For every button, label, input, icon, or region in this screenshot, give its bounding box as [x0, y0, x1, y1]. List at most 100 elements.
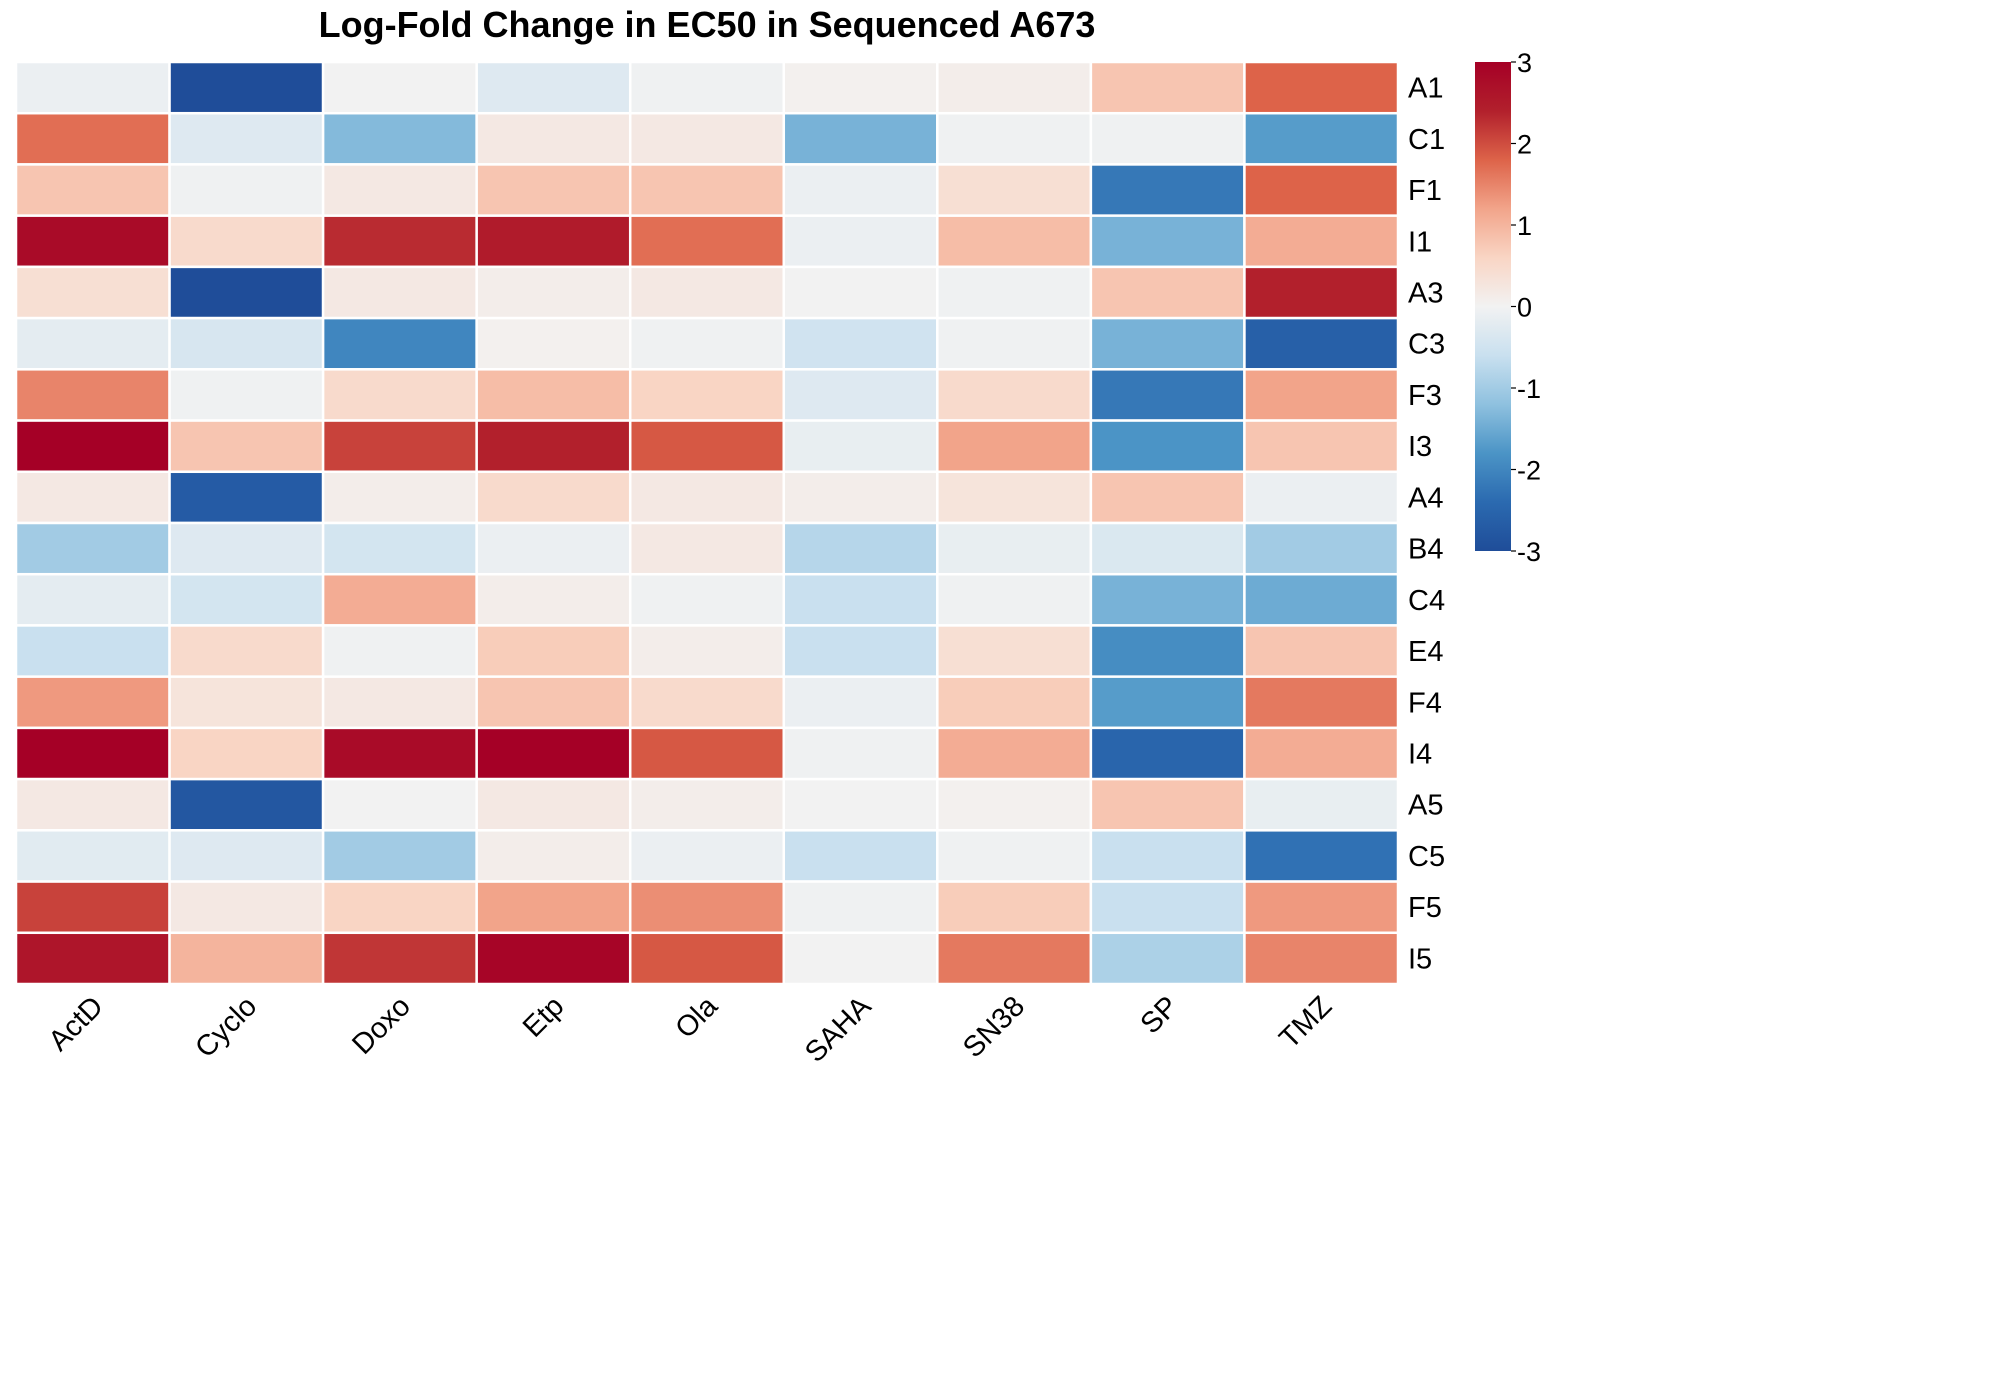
cell-c5-sp	[1089, 829, 1246, 883]
cell-f4-sp	[1089, 675, 1246, 730]
row-label-e4: E4	[1408, 636, 1443, 668]
cell-f3-etp	[475, 368, 632, 422]
cell-e4-ola	[628, 624, 786, 678]
row-label-a1: A1	[1408, 73, 1443, 105]
cell-i3-doxo	[321, 419, 478, 474]
cell-c1-ola	[628, 111, 786, 166]
column-labels: ActD Cyclo Doxo Etp Ola SAHA SN38 SP TMZ	[43, 990, 1339, 1069]
cell-c5-sn38	[936, 829, 1093, 883]
col-label-sn38: SN38	[957, 990, 1031, 1064]
cell-i1-sn38	[936, 214, 1093, 269]
cell-i5-sn38	[936, 931, 1093, 986]
cell-a3-sn38	[936, 265, 1093, 320]
row-label-a5: A5	[1408, 790, 1443, 822]
cell-c1-tmz	[1243, 111, 1400, 166]
row-label-c1: C1	[1408, 124, 1445, 156]
cell-i4-doxo	[321, 726, 478, 781]
cell-c5-ola	[628, 829, 786, 883]
cell-c3-etp	[475, 316, 632, 371]
cell-a5-saha	[782, 777, 939, 832]
cell-f3-tmz	[1243, 368, 1400, 422]
cell-i1-cyclo	[168, 214, 325, 269]
cell-e4-etp	[475, 624, 632, 678]
cell-b4-saha	[782, 521, 939, 576]
cell-i4-ola	[628, 726, 786, 781]
cell-a5-actd	[14, 777, 171, 832]
cell-e4-doxo	[321, 624, 478, 678]
cell-f3-ola	[628, 368, 786, 422]
cell-f1-cyclo	[168, 163, 325, 217]
cell-a1-saha	[782, 60, 939, 115]
row-label-c3: C3	[1408, 329, 1445, 361]
cell-i4-actd	[14, 726, 171, 781]
cell-f1-ola	[628, 163, 786, 217]
legend-tick-label-2: 2	[1517, 130, 1532, 160]
cell-c5-cyclo	[168, 829, 325, 883]
cell-c3-sp	[1089, 316, 1246, 371]
row-label-i5: I5	[1408, 943, 1432, 975]
heatmap-cells	[14, 60, 1400, 986]
cell-i5-cyclo	[168, 931, 325, 986]
cell-c5-etp	[475, 829, 632, 883]
cell-i4-cyclo	[168, 726, 325, 781]
cell-c3-ola	[628, 316, 786, 371]
heatmap-chart: Log-Fold Change in EC50 in Sequenced A67…	[14, 4, 1541, 1069]
cell-a4-doxo	[321, 470, 478, 525]
cell-c1-sp	[1089, 111, 1246, 166]
cell-i3-actd	[14, 419, 171, 474]
col-label-cyclo: Cyclo	[189, 990, 263, 1064]
cell-a4-ola	[628, 470, 786, 525]
cell-f1-sn38	[936, 163, 1093, 217]
cell-i5-sp	[1089, 931, 1246, 986]
cell-f5-etp	[475, 880, 632, 935]
col-label-etp: Etp	[517, 990, 570, 1043]
cell-c3-actd	[14, 316, 171, 371]
legend-colorbar	[1475, 62, 1511, 551]
cell-f1-actd	[14, 163, 171, 217]
cell-i3-tmz	[1243, 419, 1400, 474]
cell-c5-doxo	[321, 829, 478, 883]
col-label-actd: ActD	[43, 990, 110, 1057]
cell-c5-saha	[782, 829, 939, 883]
cell-i3-etp	[475, 419, 632, 474]
cell-e4-actd	[14, 624, 171, 678]
cell-c3-saha	[782, 316, 939, 371]
cell-c4-tmz	[1243, 572, 1400, 627]
row-label-f5: F5	[1408, 892, 1442, 924]
cell-i5-ola	[628, 931, 786, 986]
cell-i1-etp	[475, 214, 632, 269]
cell-a3-actd	[14, 265, 171, 320]
chart-title: Log-Fold Change in EC50 in Sequenced A67…	[319, 4, 1096, 45]
cell-f1-saha	[782, 163, 939, 217]
cell-i5-doxo	[321, 931, 478, 986]
cell-c4-saha	[782, 572, 939, 627]
cell-f4-tmz	[1243, 675, 1400, 730]
cell-b4-sn38	[936, 521, 1093, 576]
cell-f1-sp	[1089, 163, 1246, 217]
cell-i4-tmz	[1243, 726, 1400, 781]
cell-a5-tmz	[1243, 777, 1400, 832]
cell-i4-sn38	[936, 726, 1093, 781]
cell-c3-cyclo	[168, 316, 325, 371]
cell-f1-doxo	[321, 163, 478, 217]
cell-i1-sp	[1089, 214, 1246, 269]
cell-c4-sp	[1089, 572, 1246, 627]
cell-c1-doxo	[321, 111, 478, 166]
cell-i1-doxo	[321, 214, 478, 269]
row-label-i1: I1	[1408, 226, 1432, 258]
cell-f4-etp	[475, 675, 632, 730]
cell-i5-saha	[782, 931, 939, 986]
cell-f1-etp	[475, 163, 632, 217]
cell-c3-doxo	[321, 316, 478, 371]
cell-i1-ola	[628, 214, 786, 269]
cell-a3-sp	[1089, 265, 1246, 320]
cell-f5-saha	[782, 880, 939, 935]
cell-b4-cyclo	[168, 521, 325, 576]
row-label-f1: F1	[1408, 175, 1442, 207]
cell-f1-tmz	[1243, 163, 1400, 217]
cell-i1-saha	[782, 214, 939, 269]
cell-a5-cyclo	[168, 777, 325, 832]
cell-e4-tmz	[1243, 624, 1400, 678]
cell-f3-cyclo	[168, 368, 325, 422]
cell-a4-etp	[475, 470, 632, 525]
